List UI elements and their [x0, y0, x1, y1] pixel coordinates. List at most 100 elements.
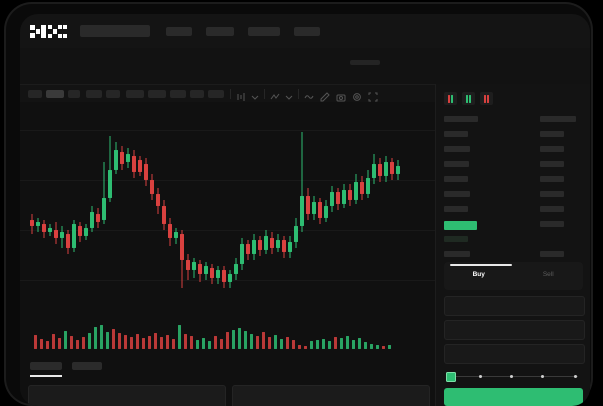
- okx-logo-icon[interactable]: [30, 25, 68, 38]
- orderbook-asks-icon[interactable]: [480, 92, 493, 105]
- candlestick: [228, 102, 232, 302]
- candlestick: [240, 102, 244, 302]
- orderbook-row[interactable]: [444, 251, 470, 257]
- chart-type-icon[interactable]: [236, 89, 246, 101]
- timeframe-4[interactable]: [86, 90, 102, 98]
- bottom-panel: [20, 354, 435, 406]
- volume-bar: [364, 342, 367, 349]
- orderbook-both-icon[interactable]: [444, 92, 457, 105]
- timeframe-2[interactable]: [46, 90, 64, 98]
- top-navbar: [20, 14, 590, 48]
- settings-gear-icon[interactable]: [352, 89, 362, 101]
- drawing-pencil-icon[interactable]: [320, 89, 330, 102]
- timeframe-1[interactable]: [28, 90, 42, 98]
- fullscreen-icon[interactable]: [368, 89, 378, 102]
- candlestick: [360, 102, 364, 302]
- timeframe-10[interactable]: [208, 90, 224, 98]
- candlestick: [372, 102, 376, 302]
- candlestick: [138, 102, 142, 302]
- submit-buy-button[interactable]: [444, 388, 583, 406]
- volume-bar: [310, 341, 313, 349]
- slider-handle[interactable]: [446, 372, 456, 382]
- candlestick: [174, 102, 178, 302]
- timeframe-6[interactable]: [126, 90, 144, 98]
- candlestick: [192, 102, 196, 302]
- bottom-tab-open-orders[interactable]: [30, 362, 62, 370]
- order-price-field[interactable]: [444, 296, 585, 316]
- bottom-tab-order-history[interactable]: [72, 362, 102, 370]
- timeframe-9[interactable]: [190, 90, 204, 98]
- orderbook-row[interactable]: [444, 131, 468, 137]
- orderbook-row[interactable]: [444, 176, 468, 182]
- candlestick: [144, 102, 148, 302]
- nav-item-3[interactable]: [248, 27, 280, 36]
- orderbook-row[interactable]: [540, 251, 564, 257]
- orderbook-row[interactable]: [540, 161, 564, 167]
- candlestick: [102, 102, 106, 302]
- orderbook-row[interactable]: [540, 176, 564, 182]
- timeframe-5[interactable]: [106, 90, 120, 98]
- orderbook-row[interactable]: [444, 161, 469, 167]
- volume-bar: [268, 337, 271, 349]
- volume-bar: [130, 337, 133, 349]
- orderbook-row[interactable]: [540, 131, 564, 137]
- volume-bar: [208, 341, 211, 349]
- orderbook-row[interactable]: [444, 206, 468, 212]
- candlestick: [114, 102, 118, 302]
- timeframe-3[interactable]: [68, 90, 80, 98]
- candlestick: [366, 102, 370, 302]
- candlestick: [126, 102, 130, 302]
- orderbook-row[interactable]: [444, 221, 477, 230]
- line-style-icon[interactable]: [304, 89, 314, 99]
- chevron-down-icon[interactable]: [284, 89, 294, 100]
- orderbook-row[interactable]: [540, 221, 564, 227]
- candlestick: [288, 102, 292, 302]
- orderbook-bids-icon[interactable]: [462, 92, 475, 105]
- timeframe-8[interactable]: [170, 90, 186, 98]
- volume-bar: [388, 345, 391, 349]
- bottom-panel-left[interactable]: [28, 385, 226, 406]
- slider-stop-25[interactable]: [479, 374, 482, 378]
- candlestick: [330, 102, 334, 302]
- nav-item-4[interactable]: [294, 27, 320, 36]
- search-input[interactable]: [80, 25, 150, 37]
- orderbook-row[interactable]: [444, 191, 470, 197]
- orderbook-row[interactable]: [540, 116, 576, 122]
- nav-item-1[interactable]: [166, 27, 192, 36]
- stat-chip-1: [350, 60, 380, 65]
- candlestick: [60, 102, 64, 302]
- orderbook-row[interactable]: [444, 236, 468, 242]
- volume-bar: [262, 332, 265, 349]
- candlestick: [30, 102, 34, 302]
- orderbook-row[interactable]: [540, 191, 564, 197]
- chart-gridline-1: [20, 180, 435, 181]
- timeframe-7[interactable]: [148, 90, 166, 98]
- candlestick: [282, 102, 286, 302]
- bottom-panel-right[interactable]: [232, 385, 430, 406]
- volume-bar: [112, 329, 115, 349]
- volume-bar: [106, 332, 109, 349]
- slider-stop-50[interactable]: [510, 374, 513, 378]
- candlestick: [222, 102, 226, 302]
- candlestick: [252, 102, 256, 302]
- nav-item-2[interactable]: [206, 27, 234, 36]
- tab-buy[interactable]: Buy: [472, 271, 485, 278]
- slider-stop-100[interactable]: [574, 374, 577, 378]
- orderbook-row[interactable]: [540, 146, 564, 152]
- volume-bar: [352, 340, 355, 349]
- orderbook-row[interactable]: [444, 116, 478, 122]
- amount-slider[interactable]: [446, 372, 581, 382]
- chevron-down-icon[interactable]: [250, 89, 260, 100]
- slider-stop-75[interactable]: [541, 374, 544, 378]
- orderbook-row[interactable]: [540, 206, 564, 212]
- camera-icon[interactable]: [336, 89, 346, 102]
- indicators-icon[interactable]: [270, 89, 280, 100]
- volume-bar: [148, 336, 151, 349]
- tab-sell[interactable]: Sell: [542, 271, 554, 278]
- order-total-field[interactable]: [444, 344, 585, 364]
- candlestick: [120, 102, 124, 302]
- orderbook-row[interactable]: [444, 146, 470, 152]
- price-chart[interactable]: [20, 102, 435, 302]
- order-amount-field[interactable]: [444, 320, 585, 340]
